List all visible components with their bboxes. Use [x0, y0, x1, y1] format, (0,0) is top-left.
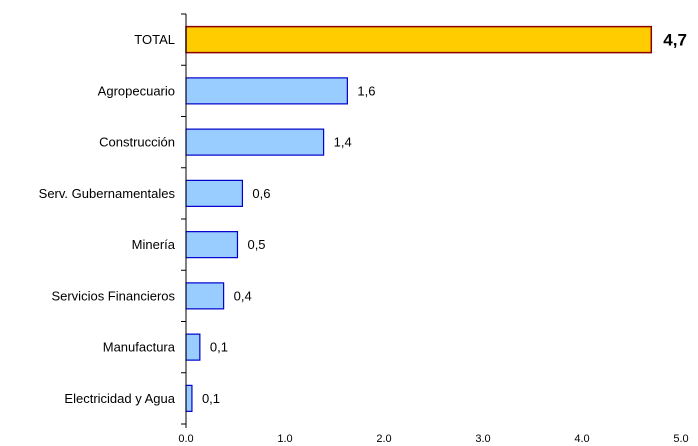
- data-label: 1,4: [334, 135, 352, 150]
- axes: [181, 13, 187, 428]
- data-label: 0,1: [210, 340, 228, 355]
- bars: [185, 25, 653, 412]
- x-tick-label: 1.0: [277, 433, 292, 445]
- bar: [185, 128, 325, 156]
- x-tick-label: 4.0: [574, 433, 589, 445]
- x-tick-label: 5.0: [673, 433, 688, 445]
- data-label: 1,6: [357, 83, 375, 98]
- category-label: Construcción: [99, 135, 175, 150]
- category-label: Electricidad y Agua: [64, 391, 175, 406]
- bar: [185, 333, 201, 361]
- category-label: Minería: [132, 237, 176, 252]
- x-tick-label: 0.0: [178, 433, 193, 445]
- data-label: 0,5: [247, 237, 265, 252]
- category-label: Serv. Gubernamentales: [39, 186, 176, 201]
- x-tick-label: 3.0: [475, 433, 490, 445]
- data-label: 0,4: [234, 288, 252, 303]
- bar: [185, 25, 653, 54]
- category-label: Servicios Financieros: [51, 288, 175, 303]
- x-axis-ticks: 0.0 1.0 2.0 3.0 4.0 5.0: [178, 433, 688, 445]
- category-label: TOTAL: [134, 32, 175, 47]
- data-label: 0,1: [202, 391, 220, 406]
- bar: [185, 77, 348, 105]
- category-labels: TOTAL Agropecuario Construcción Serv. Guber…: [39, 32, 176, 406]
- bar: [185, 231, 239, 259]
- bar: [185, 179, 244, 207]
- data-label: 4,7: [663, 31, 687, 50]
- bar: [185, 384, 193, 412]
- x-tick-label: 2.0: [376, 433, 391, 445]
- category-label: Agropecuario: [98, 83, 175, 98]
- bar: [185, 282, 225, 310]
- data-label: 0,6: [252, 186, 270, 201]
- data-labels: 4,7 1,6 1,4 0,6 0,5 0,4 0,1 0,1: [202, 31, 687, 406]
- category-label: Manufactura: [103, 340, 176, 355]
